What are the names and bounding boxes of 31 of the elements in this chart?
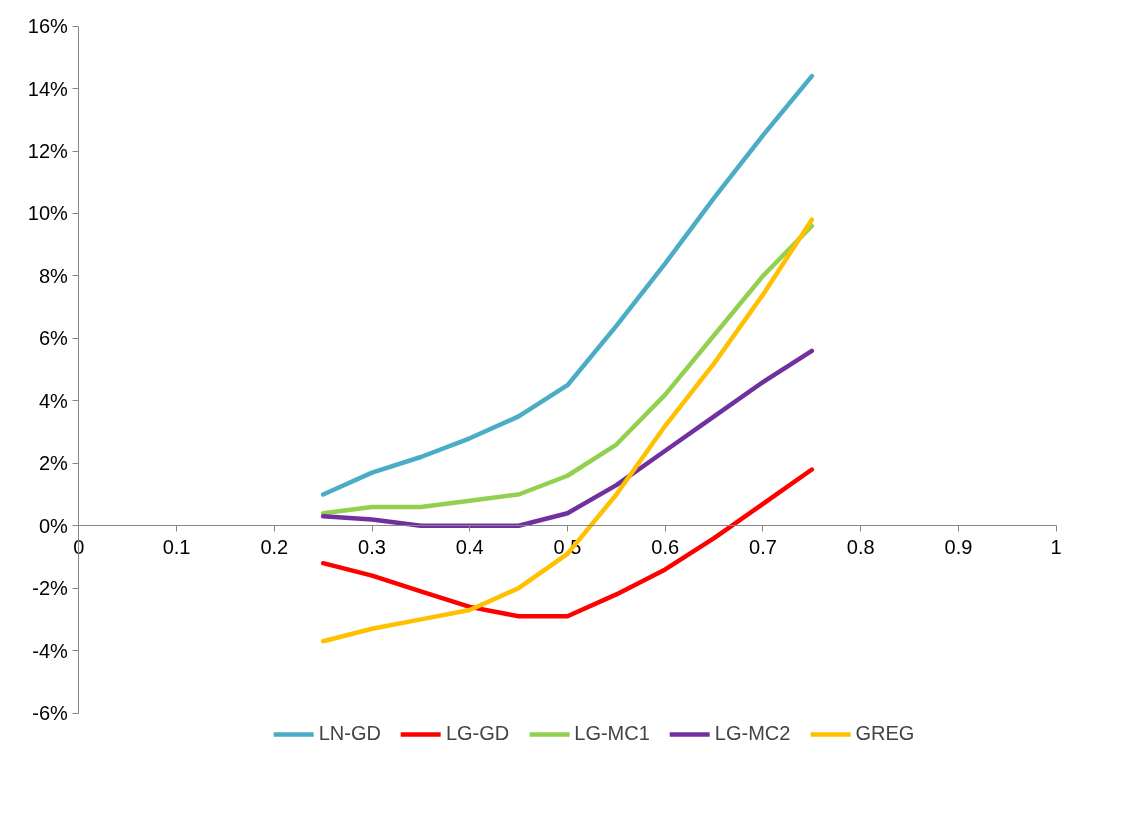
x-tick-label: 0.2 bbox=[260, 535, 289, 558]
y-tick-label: 10% bbox=[27, 202, 69, 225]
legend-label: LG-MC1 bbox=[574, 722, 650, 745]
x-tick-label: 0.1 bbox=[162, 535, 191, 558]
x-tick-label: 0.4 bbox=[455, 535, 484, 558]
y-tick-label: 0% bbox=[38, 514, 69, 537]
y-tick-label: 12% bbox=[27, 140, 69, 163]
y-tick-label: 16% bbox=[27, 15, 69, 38]
y-tick-label: -4% bbox=[32, 639, 69, 662]
line-series bbox=[320, 217, 815, 644]
legend-label: LG-GD bbox=[445, 722, 510, 745]
line-series bbox=[320, 223, 815, 516]
x-tick-label: 1 bbox=[1050, 535, 1062, 558]
x-tick-label: 0.8 bbox=[846, 535, 875, 558]
x-tick-label: 0.3 bbox=[358, 535, 386, 558]
legend-label: GREG bbox=[855, 722, 915, 745]
y-tick-label: 14% bbox=[27, 77, 69, 100]
y-tick-label: 4% bbox=[38, 389, 69, 412]
y-tick-label: -2% bbox=[32, 577, 69, 600]
x-tick-label: 0.9 bbox=[944, 535, 973, 558]
line-series bbox=[320, 467, 815, 619]
legend-label: LN-GD bbox=[318, 722, 381, 745]
legend-label: LG-MC2 bbox=[714, 722, 791, 745]
line-series bbox=[320, 73, 815, 497]
line-series bbox=[320, 348, 815, 528]
x-tick-label: 0.7 bbox=[749, 535, 777, 558]
y-tick-label: 6% bbox=[38, 327, 69, 350]
y-tick-label: -6% bbox=[32, 702, 69, 725]
y-tick-label: 2% bbox=[38, 452, 69, 475]
x-tick-label: 0.6 bbox=[651, 535, 680, 558]
y-tick-label: 8% bbox=[38, 264, 69, 287]
